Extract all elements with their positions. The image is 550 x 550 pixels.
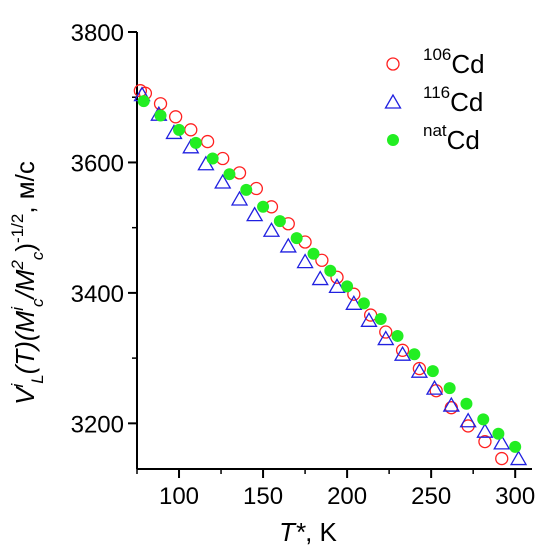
data-point: [328, 278, 346, 294]
data-point: [459, 412, 477, 428]
legend-marker: [384, 93, 402, 109]
data-point: [408, 348, 421, 361]
data-point: [153, 97, 168, 111]
legend-entry-116Cd: 116Cd: [384, 83, 483, 117]
y-tick-label: 3600: [71, 150, 124, 177]
data-point: [249, 181, 263, 196]
data-point: [357, 297, 370, 310]
data-point: [444, 401, 458, 415]
data-point: [154, 109, 167, 122]
data-point: [347, 287, 361, 301]
data-point: [345, 295, 363, 310]
series-116Cd: [133, 86, 528, 466]
data-point: [223, 168, 236, 181]
data-point: [493, 434, 511, 450]
data-point: [200, 134, 215, 149]
data-point: [315, 253, 329, 267]
legend: 106Cd 116Cd natCd: [384, 45, 485, 155]
data-point: [206, 152, 219, 165]
legend-label: 116Cd: [423, 83, 483, 117]
data-point: [169, 110, 183, 124]
data-point: [478, 434, 492, 449]
data-point: [279, 237, 297, 253]
data-point: [360, 311, 378, 327]
data-point: [374, 312, 387, 325]
series-106Cd: [133, 84, 509, 466]
data-point: [257, 200, 270, 213]
legend-entry-natCd: natCd: [387, 121, 480, 155]
data-point: [410, 362, 429, 378]
data-point: [509, 450, 528, 466]
data-point: [393, 345, 412, 361]
data-point: [391, 329, 404, 342]
x-tick-label: 150: [243, 483, 283, 510]
data-point: [189, 136, 202, 149]
plot-frame: [136, 32, 532, 470]
axis-ticks: 100 150 200 250 300 3200 3400 3600 3800: [71, 20, 536, 510]
legend-marker: [387, 134, 399, 146]
data-point: [330, 270, 344, 284]
data-point: [230, 190, 249, 206]
data-point: [273, 215, 286, 228]
data-point: [246, 206, 264, 222]
data-point: [262, 221, 281, 237]
data-point: [307, 247, 320, 260]
series-natCd: [137, 95, 522, 453]
data-point: [460, 397, 473, 410]
data-point: [492, 427, 505, 440]
data-point: [184, 123, 198, 137]
y-tick-label: 3800: [71, 20, 124, 47]
data-point: [173, 123, 186, 136]
data-point: [395, 343, 410, 357]
data-point: [232, 166, 247, 180]
legend-label: 106Cd: [423, 45, 485, 79]
data-point: [311, 270, 329, 286]
data-point: [137, 95, 150, 108]
data-point: [341, 280, 354, 293]
legend-label: natCd: [423, 121, 480, 155]
x-tick-label: 250: [411, 483, 451, 510]
data-point: [426, 365, 439, 378]
data-point: [240, 183, 253, 196]
legend-entry-106Cd: 106Cd: [386, 45, 485, 79]
data-point: [442, 396, 460, 412]
data-point: [477, 413, 490, 426]
data-point: [379, 325, 393, 339]
data-marks: [133, 84, 528, 466]
data-point: [425, 379, 444, 395]
data-point: [509, 440, 522, 453]
data-point: [290, 232, 303, 245]
legend-marker: [386, 57, 400, 71]
data-point: [324, 264, 337, 277]
x-axis-label: T*, K: [279, 517, 337, 547]
x-tick-label: 100: [159, 483, 199, 510]
data-point: [214, 173, 232, 189]
y-axis-label: ViL(T)(Mic/M2c)-1/2, м/с: [8, 161, 47, 405]
data-point: [443, 382, 456, 395]
data-point: [495, 451, 509, 466]
y-tick-label: 3400: [71, 281, 124, 308]
data-point: [412, 361, 427, 376]
data-point: [461, 419, 475, 433]
data-point: [476, 422, 494, 438]
data-point: [377, 330, 395, 346]
x-tick-label: 200: [327, 483, 367, 510]
data-point: [296, 253, 314, 269]
y-tick-label: 3200: [71, 411, 124, 438]
x-tick-label: 300: [495, 483, 535, 510]
